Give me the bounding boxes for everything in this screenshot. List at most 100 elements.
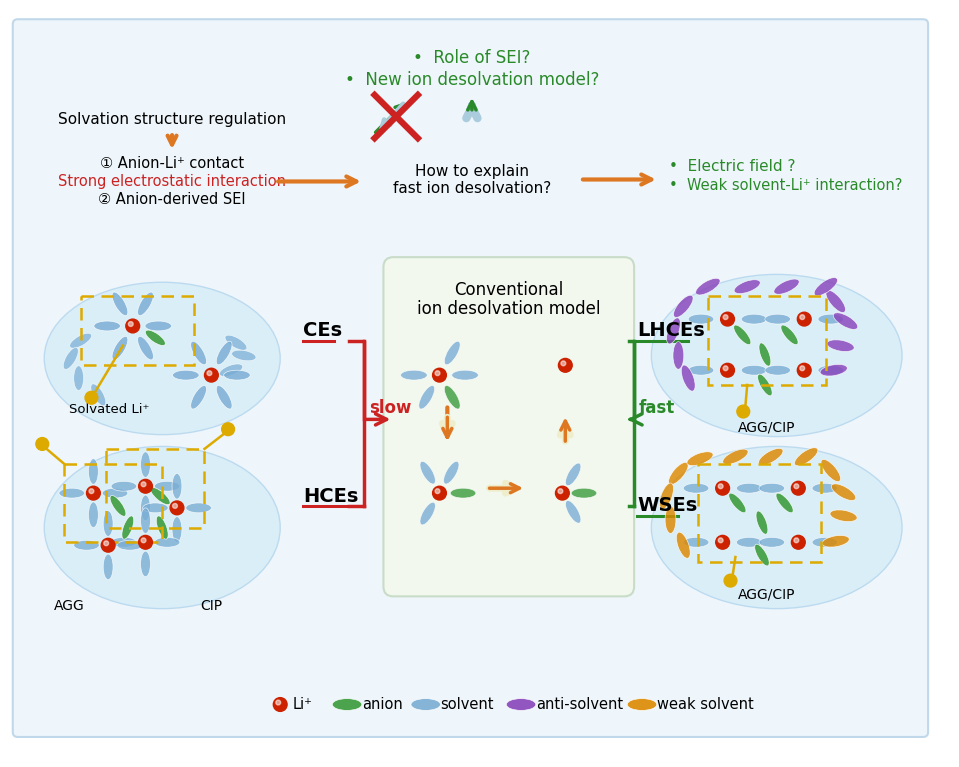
Ellipse shape xyxy=(74,540,100,550)
Ellipse shape xyxy=(759,538,784,547)
Text: anti-solvent: anti-solvent xyxy=(536,697,623,712)
Ellipse shape xyxy=(830,510,857,522)
Ellipse shape xyxy=(814,278,837,296)
Ellipse shape xyxy=(225,335,246,351)
Ellipse shape xyxy=(666,506,676,533)
Ellipse shape xyxy=(759,449,783,465)
Ellipse shape xyxy=(110,495,126,516)
Ellipse shape xyxy=(88,502,99,528)
Ellipse shape xyxy=(776,493,793,513)
Text: HCEs: HCEs xyxy=(303,486,359,505)
Circle shape xyxy=(85,391,98,404)
Ellipse shape xyxy=(651,446,902,609)
Circle shape xyxy=(433,486,446,500)
Circle shape xyxy=(715,482,730,495)
Circle shape xyxy=(102,538,115,552)
Text: WSEs: WSEs xyxy=(637,496,697,515)
Circle shape xyxy=(718,484,723,489)
Circle shape xyxy=(207,370,212,376)
Circle shape xyxy=(715,535,730,549)
Ellipse shape xyxy=(143,503,168,513)
Ellipse shape xyxy=(695,278,720,295)
Ellipse shape xyxy=(411,699,440,710)
Ellipse shape xyxy=(572,489,596,498)
Ellipse shape xyxy=(774,279,799,295)
Ellipse shape xyxy=(191,386,206,409)
Ellipse shape xyxy=(333,699,362,710)
Ellipse shape xyxy=(676,532,690,558)
Ellipse shape xyxy=(737,538,762,547)
Circle shape xyxy=(791,535,806,549)
Circle shape xyxy=(435,370,440,376)
Text: CEs: CEs xyxy=(303,321,342,341)
Circle shape xyxy=(723,366,728,370)
Ellipse shape xyxy=(104,511,113,536)
Ellipse shape xyxy=(651,275,902,436)
Ellipse shape xyxy=(820,364,848,376)
Circle shape xyxy=(797,364,811,377)
Ellipse shape xyxy=(741,365,767,375)
Ellipse shape xyxy=(63,347,79,370)
Ellipse shape xyxy=(444,386,460,409)
Ellipse shape xyxy=(88,459,99,484)
Text: Conventional: Conventional xyxy=(454,281,563,298)
Circle shape xyxy=(724,574,737,587)
Ellipse shape xyxy=(689,365,713,375)
Ellipse shape xyxy=(191,341,206,365)
Ellipse shape xyxy=(420,461,435,484)
Ellipse shape xyxy=(818,365,844,375)
Ellipse shape xyxy=(419,386,434,409)
Circle shape xyxy=(433,368,446,382)
Ellipse shape xyxy=(667,318,680,344)
Ellipse shape xyxy=(660,483,673,509)
Circle shape xyxy=(435,489,440,494)
Ellipse shape xyxy=(141,495,151,521)
Circle shape xyxy=(204,368,219,382)
Text: •  New ion desolvation model?: • New ion desolvation model? xyxy=(344,71,599,89)
Ellipse shape xyxy=(729,493,746,513)
Ellipse shape xyxy=(111,538,137,547)
Ellipse shape xyxy=(141,452,151,477)
Ellipse shape xyxy=(59,489,84,498)
Text: •  Role of SEI?: • Role of SEI? xyxy=(413,48,530,67)
Text: ion desolvation model: ion desolvation model xyxy=(416,300,600,318)
Circle shape xyxy=(558,489,563,494)
Ellipse shape xyxy=(151,488,170,505)
Ellipse shape xyxy=(146,330,165,345)
Ellipse shape xyxy=(74,366,83,390)
Text: fast ion desolvation?: fast ion desolvation? xyxy=(393,181,551,196)
Text: How to explain: How to explain xyxy=(415,164,529,179)
Ellipse shape xyxy=(689,314,713,324)
Ellipse shape xyxy=(122,516,133,539)
Circle shape xyxy=(276,700,281,705)
Ellipse shape xyxy=(217,386,232,409)
Circle shape xyxy=(141,482,146,487)
Ellipse shape xyxy=(172,517,182,542)
Circle shape xyxy=(791,482,806,495)
Ellipse shape xyxy=(734,325,751,344)
Text: ② Anion-derived SEI: ② Anion-derived SEI xyxy=(98,192,246,206)
Circle shape xyxy=(86,486,101,500)
Text: AGG/CIP: AGG/CIP xyxy=(738,588,796,601)
Ellipse shape xyxy=(684,538,709,547)
Circle shape xyxy=(35,438,49,450)
Ellipse shape xyxy=(112,337,128,360)
Ellipse shape xyxy=(826,290,846,312)
Ellipse shape xyxy=(735,280,760,294)
Circle shape xyxy=(720,364,735,377)
Ellipse shape xyxy=(117,540,143,550)
Text: AGG/CIP: AGG/CIP xyxy=(738,420,796,434)
Ellipse shape xyxy=(827,340,854,351)
Ellipse shape xyxy=(141,508,151,533)
Ellipse shape xyxy=(812,483,837,493)
Ellipse shape xyxy=(741,314,767,324)
Ellipse shape xyxy=(737,483,762,493)
Text: solvent: solvent xyxy=(440,697,494,712)
Circle shape xyxy=(170,501,184,515)
Text: CIP: CIP xyxy=(200,599,222,613)
Text: AGG: AGG xyxy=(54,599,84,613)
Ellipse shape xyxy=(420,502,435,525)
Ellipse shape xyxy=(765,365,790,375)
Ellipse shape xyxy=(627,699,657,710)
Ellipse shape xyxy=(444,461,459,484)
